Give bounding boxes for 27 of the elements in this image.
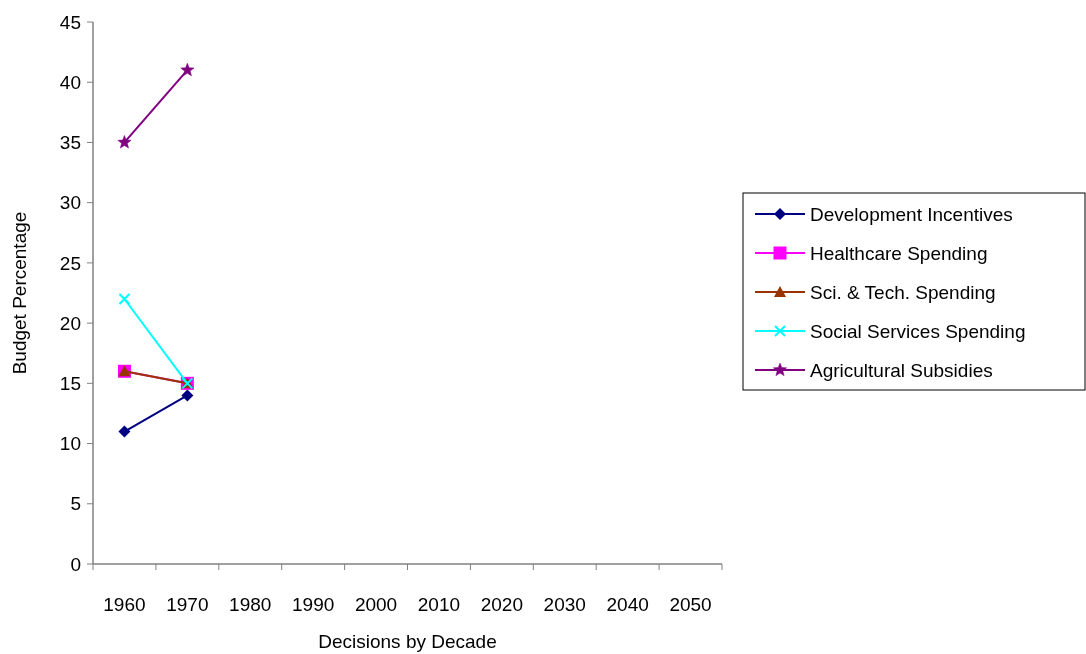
x-tick-label: 1970 <box>166 594 209 615</box>
legend-label: Agricultural Subsidies <box>810 359 993 381</box>
x-tick-label: 2050 <box>669 594 712 615</box>
legend-label: Sci. & Tech. Spending <box>810 281 996 303</box>
y-tick-label: 15 <box>59 372 81 394</box>
legend-label: Healthcare Spending <box>810 242 988 264</box>
y-tick-label: 40 <box>59 71 81 93</box>
y-tick-label: 35 <box>59 132 81 154</box>
x-tick-label: 2030 <box>543 594 586 615</box>
legend-label: Social Services Spending <box>810 320 1026 342</box>
y-tick-label: 45 <box>59 11 81 33</box>
x-tick-label: 2000 <box>354 594 398 615</box>
legend-label: Development Incentives <box>810 203 1013 225</box>
y-tick-label: 30 <box>59 192 81 214</box>
y-tick-label: 25 <box>59 252 81 274</box>
x-tick-label: 1960 <box>103 594 146 615</box>
x-tick-label: 2040 <box>606 594 649 615</box>
y-tick-label: 5 <box>70 493 81 515</box>
x-tick-label: 1990 <box>292 594 335 615</box>
y-axis-title: Budget Percentage <box>9 211 30 375</box>
x-axis-title: Decisions by Decade <box>318 631 497 652</box>
y-tick-label: 10 <box>59 433 81 455</box>
y-tick-label: 0 <box>70 553 81 575</box>
x-tick-label: 2010 <box>417 594 461 615</box>
x-tick-label: 2020 <box>480 594 523 615</box>
y-tick-label: 20 <box>59 312 81 334</box>
x-tick-label: 1980 <box>229 594 272 615</box>
